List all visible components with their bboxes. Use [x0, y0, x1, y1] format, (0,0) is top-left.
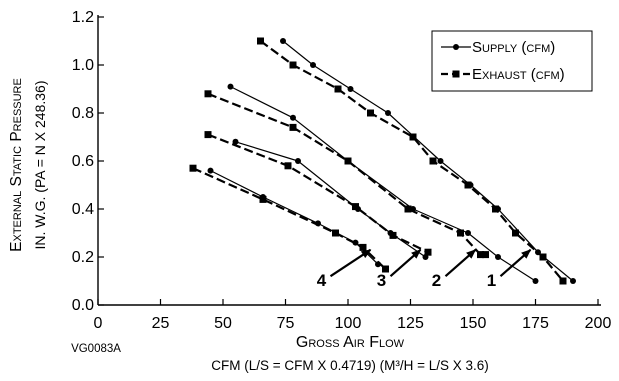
exhaust-point: [477, 251, 484, 259]
legend-box: [431, 30, 593, 92]
x-tick-label: 100: [335, 315, 362, 332]
curve-label-4: 4: [317, 271, 327, 290]
exhaust-point: [404, 205, 412, 213]
exhaust-point: [409, 133, 417, 141]
exhaust-point: [344, 157, 352, 165]
x-tick-label: 150: [460, 315, 487, 332]
exhaust-point: [482, 251, 489, 259]
supply-point: [290, 114, 296, 121]
supply-point: [280, 38, 286, 44]
exhaust-point: [289, 123, 297, 131]
curve-4-supply-line: [210, 170, 379, 265]
curve-2-supply-line: [230, 86, 536, 282]
exhaust-point: [189, 164, 197, 172]
x-axis-label: Gross Air Flow: [296, 334, 405, 351]
exhaust-point: [539, 253, 547, 261]
y-tick-label: 0.2: [72, 249, 94, 266]
supply-point: [437, 158, 444, 164]
supply-point: [385, 110, 391, 116]
curve-label-3: 3: [377, 271, 386, 290]
supply-point: [570, 278, 576, 284]
exhaust-point: [332, 229, 339, 237]
legend: Supply (cfm) Exhaust (cfm): [431, 30, 593, 92]
x-tick-label: 200: [585, 315, 612, 332]
curve-2-exhaust-line: [207, 92, 486, 256]
exhaust-point: [382, 265, 389, 273]
exhaust-point: [367, 109, 374, 117]
supply-point: [232, 138, 239, 145]
exhaust-point: [424, 248, 432, 256]
exhaust-point: [257, 37, 264, 45]
exhaust-point: [204, 131, 212, 139]
x-tick-label: 175: [522, 315, 549, 332]
y-tick-label: 0.6: [72, 153, 94, 170]
exhaust-point: [359, 243, 367, 251]
legend-exhaust-label: Exhaust (cfm): [472, 66, 565, 83]
exhaust-point: [492, 205, 499, 213]
supply-point: [310, 62, 316, 68]
legend-exhaust-marker: [452, 70, 460, 78]
y-tick-label: 0.0: [72, 297, 94, 314]
legend-supply-marker: [453, 44, 459, 50]
exhaust-point: [389, 231, 397, 239]
curve-4-exhaust-line: [192, 167, 387, 270]
y-tick-label: 1.0: [72, 57, 94, 74]
exhaust-point: [512, 229, 519, 237]
exhaust-point: [457, 229, 464, 237]
supply-point: [495, 254, 501, 260]
supply-point: [227, 83, 234, 90]
supply-point: [465, 230, 471, 236]
y-ticks: 0.0 0.2 0.4 0.6 0.8 1.0 1.2: [72, 9, 104, 314]
y-tick-label: 1.2: [72, 9, 94, 26]
exhaust-point: [289, 61, 297, 69]
x-tick-label: 50: [214, 315, 232, 332]
x-tick-label: 75: [277, 315, 295, 332]
exhaust-point: [559, 277, 567, 285]
curve-1-arrow: [499, 248, 532, 278]
exhaust-point: [334, 85, 342, 93]
plot-area: 0 25 50 75 100 125 150 175 200 0.0 0.2 0.4 0.6 0.8 1.…: [72, 9, 612, 332]
exhaust-point: [204, 90, 212, 98]
exhaust-point: [259, 195, 267, 203]
x-tick-label: 125: [397, 315, 424, 332]
supply-point: [532, 278, 539, 284]
y-tick-label: 0.4: [72, 201, 94, 218]
exhaust-point: [284, 162, 292, 170]
exhaust-point: [352, 203, 359, 211]
supply-point: [295, 158, 301, 164]
curve-2-arrow: [444, 248, 477, 278]
supply-point: [207, 167, 214, 174]
y-axis-label: External Static Pressure: [8, 78, 25, 252]
supply-point: [352, 239, 359, 246]
legend-supply-label: Supply (cfm): [472, 39, 555, 56]
exhaust-point: [429, 157, 437, 165]
x-ticks: 0 25 50 75 100 125 150 175 200: [94, 299, 612, 332]
curve-label-2: 2: [432, 271, 441, 290]
figure-id: VG0083A: [71, 343, 121, 355]
curve-3-arrow: [389, 248, 422, 278]
supply-point: [347, 86, 354, 92]
x-tick-label: 0: [94, 315, 103, 332]
y-tick-label: 0.8: [72, 105, 94, 122]
curve-4-arrow: [329, 248, 372, 278]
y-axis-sublabel: IN. W.G. (PA = N X 248.36): [32, 81, 48, 250]
x-axis-sublabel: CFM (L/S = CFM X 0.4719) (M³/H = L/S X 3…: [211, 358, 489, 373]
curve-label-1: 1: [487, 271, 496, 290]
exhaust-point: [464, 181, 472, 189]
x-tick-label: 25: [152, 315, 170, 332]
annotation-layer: 1 2 3 4: [317, 248, 532, 290]
